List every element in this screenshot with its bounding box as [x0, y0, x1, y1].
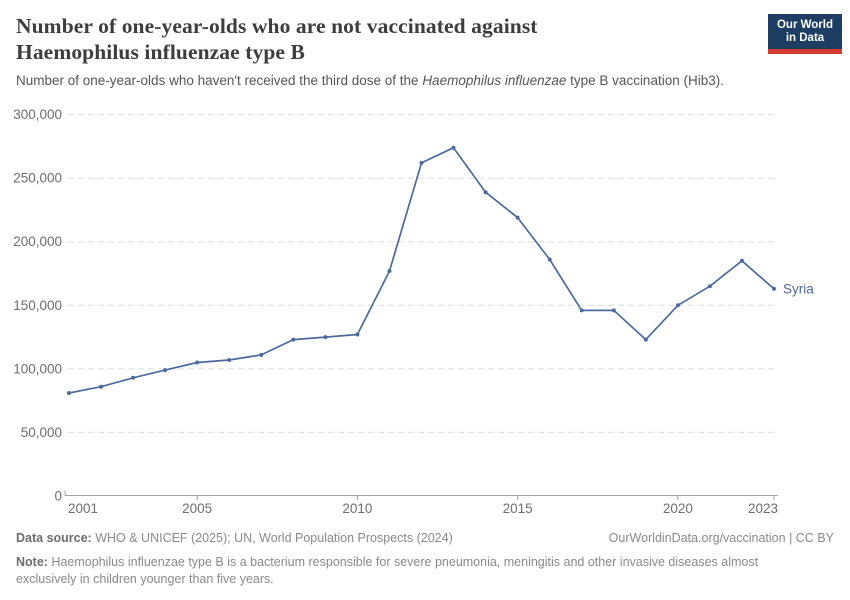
data-point-marker — [643, 337, 648, 342]
y-axis-tick-label: 100,000 — [13, 361, 62, 376]
note-line-1: Note: Haemophilus influenzae type B is a… — [16, 554, 816, 571]
data-point-marker — [259, 352, 264, 357]
data-point-marker — [387, 269, 392, 273]
x-axis-tick-label: 2015 — [503, 501, 533, 516]
data-source-label: Data source: — [16, 531, 92, 545]
data-point-marker — [772, 286, 776, 291]
data-point-marker — [611, 308, 616, 313]
y-axis-tick-label: 150,000 — [13, 298, 62, 313]
data-point-marker — [547, 257, 552, 262]
subtitle-italic-term: Haemophilus influenzae — [422, 73, 567, 88]
title-line-2: Haemophilus influenzae type B — [16, 40, 305, 64]
y-axis-tick-label: 200,000 — [13, 234, 62, 249]
x-axis-tick-label: 2020 — [663, 501, 693, 516]
data-point-marker — [131, 375, 136, 380]
y-axis-tick-label: 250,000 — [13, 171, 62, 186]
data-point-marker — [67, 391, 71, 395]
owid-logo-line-2: in Data — [785, 32, 825, 44]
x-axis-tick-label: 2010 — [342, 501, 372, 516]
page-title: Number of one-year-olds who are not vacc… — [16, 13, 736, 65]
title-line-1: Number of one-year-olds who are not vacc… — [16, 14, 538, 38]
note-text-1: Haemophilus influenzae type B is a bacte… — [47, 555, 759, 569]
note-label: Note: — [16, 555, 48, 569]
owid-logo: Our World in Data — [768, 14, 842, 54]
x-axis-tick-label: 2001 — [68, 501, 98, 516]
data-point-marker — [451, 145, 456, 150]
data-point-marker — [99, 384, 103, 389]
data-point-marker — [323, 335, 328, 340]
x-axis-tick-label: 2005 — [182, 501, 212, 516]
data-point-marker — [483, 190, 488, 195]
data-point-marker — [291, 337, 296, 342]
footer-data-source: Data source: WHO & UNICEF (2025); UN, Wo… — [16, 531, 834, 545]
y-axis-tick-label: 300,000 — [13, 107, 62, 122]
subtitle-prefix: Number of one-year-olds who haven't rece… — [16, 73, 423, 88]
data-point-marker — [195, 360, 200, 365]
data-point-marker — [675, 303, 680, 308]
data-point-marker — [163, 368, 168, 373]
data-point-marker — [579, 308, 584, 313]
data-point-marker — [419, 160, 424, 165]
owid-logo-line-1: Our World — [776, 19, 833, 31]
subtitle-suffix: type B vaccination (Hib3). — [566, 73, 724, 88]
note-text-2: exclusively in children younger than fiv… — [16, 572, 274, 586]
data-source-text: WHO & UNICEF (2025); UN, World Populatio… — [91, 531, 453, 545]
footer-note: Note: Haemophilus influenzae type B is a… — [16, 554, 816, 588]
chart-subtitle: Number of one-year-olds who haven't rece… — [16, 72, 806, 89]
owid-url-link[interactable]: OurWorldinData.org/vaccination | CC BY — [608, 531, 834, 545]
y-axis-tick-label: 0 — [54, 489, 62, 504]
data-series-line — [68, 146, 775, 394]
data-point-marker — [739, 258, 744, 263]
data-point-marker — [515, 215, 520, 220]
data-point-marker — [707, 284, 712, 289]
x-axis-tick-label: 2023 — [748, 501, 778, 516]
y-axis-tick-label: 50,000 — [21, 425, 62, 440]
series-end-label: Syria — [783, 281, 814, 296]
data-point-marker — [227, 358, 232, 362]
data-point-marker — [355, 332, 360, 337]
